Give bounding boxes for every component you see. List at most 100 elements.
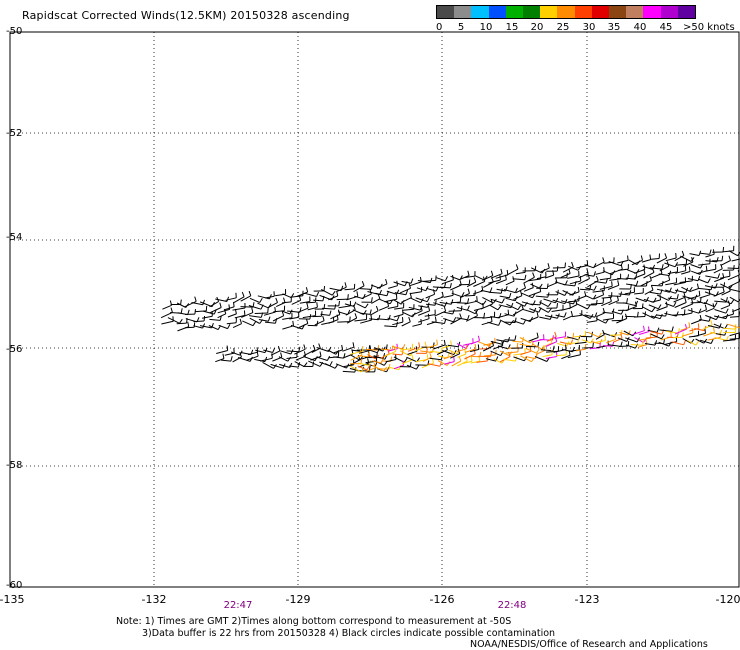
wind-barb	[394, 292, 406, 296]
wind-barb	[512, 308, 524, 316]
wind-barb	[656, 306, 668, 312]
wind-barb	[617, 277, 628, 280]
wind-barb	[342, 353, 354, 359]
wind-barb	[493, 358, 503, 364]
wind-barb	[552, 299, 566, 305]
wind-barb	[503, 289, 516, 294]
wind-barb	[333, 349, 343, 354]
wind-barb	[667, 297, 678, 300]
wind-barb	[691, 319, 702, 325]
wind-barb-feather	[449, 282, 452, 289]
wind-barb	[233, 296, 245, 304]
wind-barb-feather	[415, 364, 420, 370]
wind-barb	[426, 303, 436, 306]
wind-barb	[650, 315, 661, 320]
wind-barb-feather	[226, 296, 230, 302]
wind-barb	[656, 288, 670, 293]
wind-barb	[474, 275, 485, 281]
wind-barb	[579, 288, 590, 291]
wind-barb	[320, 313, 330, 316]
wind-barb-feather	[364, 303, 369, 309]
wind-barb	[353, 285, 365, 293]
legend-label: 45	[659, 22, 673, 33]
wind-barb	[282, 325, 294, 330]
wind-barb	[456, 343, 467, 349]
wind-barb-feather	[361, 346, 364, 352]
wind-barb	[459, 293, 470, 299]
wind-barb	[184, 300, 197, 308]
wind-barb	[528, 291, 541, 297]
wind-barb-feather	[420, 305, 423, 311]
wind-barb-feather	[691, 256, 694, 263]
wind-barb	[641, 306, 653, 313]
wind-barb	[428, 363, 441, 367]
wind-barb	[606, 338, 616, 344]
wind-barb-feather	[326, 355, 331, 361]
wind-barb-feather	[634, 301, 637, 307]
wind-barb	[416, 287, 427, 292]
wind-barb	[561, 354, 571, 360]
wind-barb-feather	[434, 316, 437, 322]
wind-barb	[450, 284, 462, 291]
wind-barb-feather	[552, 345, 555, 351]
wind-barb-feather	[564, 298, 568, 304]
wind-barb	[674, 328, 687, 335]
wind-barb	[444, 361, 455, 365]
wind-barb	[515, 271, 526, 275]
wind-barb-feather	[187, 309, 190, 315]
wind-barb	[687, 340, 697, 346]
wind-barb	[528, 337, 539, 342]
wind-barb-feather	[508, 292, 512, 298]
wind-barb	[618, 293, 630, 296]
wind-barb	[547, 282, 558, 288]
wind-barb	[731, 258, 740, 262]
wind-barb	[519, 337, 531, 344]
wind-barb	[270, 350, 281, 356]
wind-barb	[443, 355, 453, 360]
wind-barb-feather	[675, 252, 677, 259]
wind-barb	[246, 355, 259, 361]
wind-barb-feather	[444, 301, 448, 307]
wind-barb	[687, 278, 699, 282]
wind-barb	[566, 336, 579, 341]
wind-barb	[199, 325, 212, 329]
wind-barb-feather	[642, 340, 645, 346]
wind-barb	[720, 304, 730, 310]
wind-barb	[209, 307, 222, 314]
wind-barb-feather	[402, 344, 406, 350]
wind-barb-feather	[336, 314, 339, 320]
wind-barb-feather	[468, 279, 471, 285]
wind-barb-feather	[464, 349, 467, 355]
wind-barb-feather	[521, 304, 524, 310]
wind-barb-feather	[467, 314, 470, 320]
wind-barb-feather	[369, 289, 372, 295]
wind-barb-feather	[305, 318, 309, 324]
wind-barb-feather	[570, 339, 574, 345]
wind-barb-feather	[323, 285, 326, 291]
wind-barb	[392, 353, 403, 356]
wind-barb	[226, 322, 237, 325]
wind-barb-feather	[564, 291, 568, 296]
wind-barb-feather	[646, 281, 648, 287]
wind-barb-feather	[587, 273, 590, 279]
wind-barb-feather	[403, 357, 408, 363]
wind-barb	[466, 309, 476, 315]
wind-barb-feather	[352, 304, 356, 310]
wind-barb	[602, 318, 614, 321]
wind-barb-feather	[509, 320, 514, 326]
wind-barb-feather	[436, 339, 438, 345]
wind-barb	[715, 333, 725, 336]
wind-barb-feather	[360, 358, 363, 364]
wind-barb	[521, 308, 534, 314]
wind-barb	[497, 345, 509, 350]
wind-barb-feather	[537, 341, 540, 347]
wind-barb	[642, 265, 653, 270]
legend-swatch	[660, 6, 678, 18]
wind-barb	[658, 341, 670, 347]
wind-barb	[242, 320, 254, 327]
wind-barb-feather	[249, 356, 253, 362]
wind-barb	[365, 348, 378, 351]
wind-barb	[543, 298, 556, 304]
wind-barb-feather	[467, 270, 470, 276]
legend-label: 15	[505, 22, 519, 33]
